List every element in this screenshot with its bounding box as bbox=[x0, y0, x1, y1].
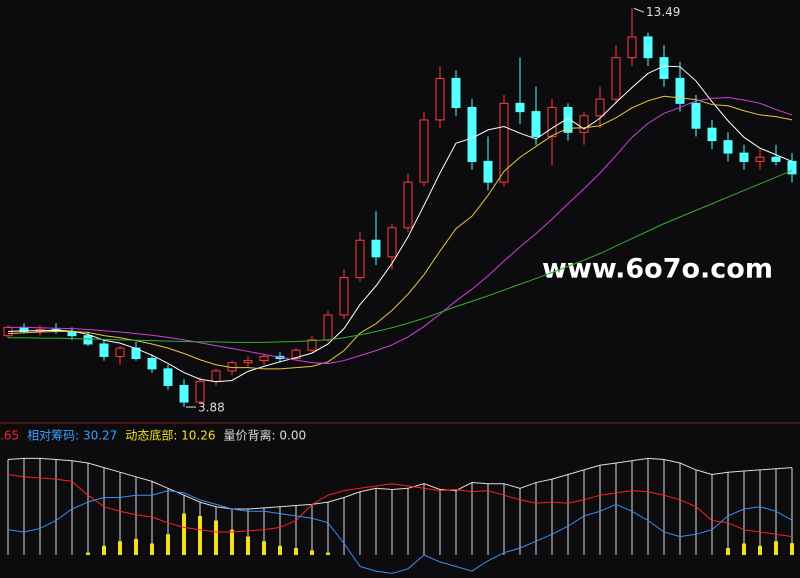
legend-entry: 相对筹码: 30.27 bbox=[27, 429, 117, 443]
moving-average-line bbox=[8, 97, 793, 364]
candle-body bbox=[403, 181, 413, 229]
candle-body bbox=[483, 160, 493, 183]
candle-body bbox=[259, 355, 269, 362]
candle-body bbox=[307, 339, 317, 351]
indicator-bar bbox=[790, 543, 794, 555]
indicator-line bbox=[7, 490, 793, 574]
candle-body bbox=[467, 106, 477, 162]
moving-average-line bbox=[7, 95, 793, 370]
candle-body bbox=[179, 384, 189, 403]
candle-body bbox=[435, 77, 445, 121]
candle-body bbox=[643, 36, 653, 59]
indicator-bar bbox=[726, 548, 730, 555]
indicator-outline bbox=[7, 457, 793, 510]
candle-body bbox=[371, 239, 381, 258]
indicator-bar bbox=[326, 552, 330, 555]
indicator-bar bbox=[758, 545, 762, 555]
indicator-bar bbox=[134, 538, 138, 555]
candle-body bbox=[291, 349, 301, 359]
candle-body bbox=[611, 57, 621, 100]
low-label: 3.88 bbox=[198, 401, 225, 415]
candle-body bbox=[723, 140, 733, 154]
candle-body bbox=[147, 357, 157, 370]
candle-body bbox=[659, 57, 669, 79]
candle-body bbox=[419, 119, 429, 183]
indicator-bar bbox=[118, 541, 122, 555]
indicator-bar bbox=[198, 515, 202, 555]
candle-body bbox=[99, 343, 109, 357]
indicator-bar bbox=[246, 536, 250, 555]
candle-body bbox=[387, 227, 397, 258]
candle-body bbox=[83, 335, 93, 345]
indicator-bar bbox=[262, 541, 266, 555]
indicator-bar bbox=[150, 543, 154, 555]
indicator-bar bbox=[742, 543, 746, 555]
indicator-line bbox=[7, 474, 793, 538]
indicator-bar bbox=[182, 513, 186, 555]
candle-body bbox=[243, 360, 253, 364]
indicator-bar bbox=[102, 545, 106, 555]
moving-average-line bbox=[8, 170, 793, 343]
candle-body bbox=[579, 115, 589, 133]
candle-body bbox=[339, 277, 349, 316]
candle-body bbox=[547, 106, 557, 138]
candle-body bbox=[691, 102, 701, 129]
indicator-bar bbox=[294, 548, 298, 555]
candle-body bbox=[163, 368, 173, 386]
candle-body bbox=[755, 156, 765, 162]
high-label: 13.49 bbox=[646, 5, 680, 19]
candle-body bbox=[739, 152, 749, 162]
candle-body bbox=[499, 102, 509, 183]
indicator-bar bbox=[230, 529, 234, 555]
legend-entry: .65 bbox=[0, 429, 19, 443]
high-arrow bbox=[633, 7, 645, 13]
candle-body bbox=[451, 77, 461, 108]
watermark: www.6o7o.com bbox=[542, 254, 773, 285]
candle-body bbox=[323, 314, 333, 341]
candle-body bbox=[627, 36, 637, 59]
candle-body bbox=[531, 111, 541, 138]
candle-body bbox=[355, 239, 365, 279]
legend-entry: 量价背离: 0.00 bbox=[224, 428, 307, 443]
candle-body bbox=[707, 127, 717, 142]
candle-body bbox=[563, 106, 573, 133]
candle-body bbox=[115, 347, 125, 357]
candle-body bbox=[211, 370, 221, 382]
indicator-bar bbox=[774, 541, 778, 555]
indicator-bar bbox=[310, 550, 314, 555]
indicator-bar bbox=[278, 545, 282, 555]
legend-entry: 动态底部: 10.26 bbox=[125, 428, 215, 443]
candle-body bbox=[771, 156, 781, 162]
indicator-bar bbox=[166, 534, 170, 555]
indicator-bar bbox=[214, 520, 218, 555]
candle-body bbox=[675, 77, 685, 104]
candle-body bbox=[595, 98, 605, 117]
moving-average-line bbox=[7, 65, 793, 383]
candle-body bbox=[195, 380, 205, 403]
candle-body bbox=[515, 102, 525, 113]
indicator-bar bbox=[86, 552, 90, 555]
